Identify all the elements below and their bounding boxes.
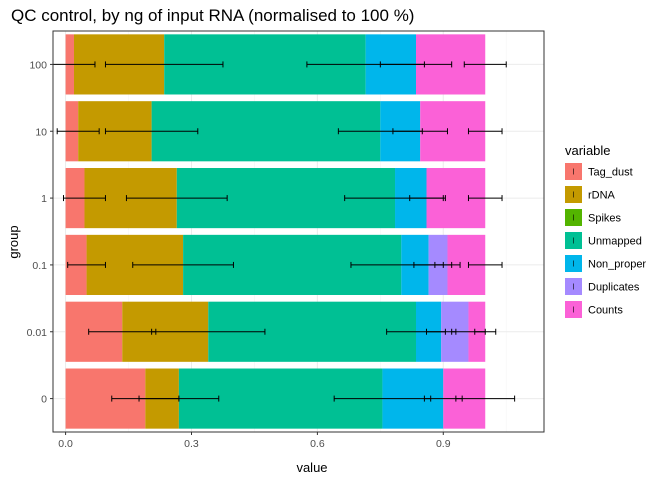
errorbar-counts-0.1 [467,261,503,268]
plot-border [52,30,545,433]
errorbar-rdna-0.1 [132,261,234,268]
errorbar-counts-10 [467,128,503,135]
y-axis-ticks: 100 10 1 0.1 0.01 0 [27,59,53,406]
legend-label: Tag_dust [588,167,633,179]
y-axis-title: group [6,225,21,258]
x-axis-ticks: 0.0 0.3 0.6 0.9 [58,432,451,450]
y-tick-label-0.01: 0.01 [27,327,48,339]
legend: variable Tag_dust rDNA Spikes Unmapped Non_p… [565,143,646,318]
x-axis-title: value [296,460,327,475]
legend-item-spikes: Spikes [565,209,622,226]
legend-label: Duplicates [588,282,640,294]
y-tick-label-100: 100 [29,59,47,71]
errorbar-non-proper-10 [392,128,448,135]
errorbar-rdna-100 [104,61,224,68]
errorbar-non-proper-1 [409,195,444,202]
errorbar-rdna-0.01 [151,328,266,335]
legend-item-unmapped: Unmapped [565,232,642,249]
plot-panel [53,31,544,432]
x-tick-label-0.0: 0.0 [58,438,73,450]
x-tick-label-0.3: 0.3 [184,438,199,450]
x-tick-label-0.9: 0.9 [436,438,451,450]
y-tick-label-10: 10 [35,126,47,138]
errorbar-rdna-10 [104,128,199,135]
legend-label: Counts [588,305,623,317]
legend-item-non-proper: Non_proper [565,255,646,272]
errorbar-rdna-0 [138,395,220,402]
x-tick-label-0.6: 0.6 [310,438,325,450]
y-tick-label-0: 0 [41,394,47,406]
y-tick-label-1: 1 [41,193,47,205]
errorbar-rdna-1 [125,195,228,202]
errorbar-tag-dust-10 [56,128,100,135]
chart-title: QC control, by ng of input RNA (normalis… [11,6,414,25]
errorbar-counts-100 [463,61,507,68]
errorbar-tag-dust-1 [62,195,106,202]
legend-label: Non_proper [588,259,646,271]
legend-item-tag-dust: Tag_dust [565,163,633,180]
legend-label: Unmapped [588,236,642,248]
y-tick-label-0.1: 0.1 [32,260,47,272]
legend-item-duplicates: Duplicates [565,278,640,295]
errorbar-counts-1 [467,195,503,202]
errorbar-tag-dust-0.1 [67,261,106,268]
legend-item-counts: Counts [565,301,623,318]
errorbar-non-proper-100 [379,61,453,68]
legend-label: Spikes [588,213,622,225]
errorbar-counts-0.01 [474,328,497,335]
legend-label: rDNA [588,190,616,202]
errorbar-counts-0 [455,395,516,402]
legend-item-rdna: rDNA [565,186,616,203]
error-bars [52,61,516,402]
errorbar-duplicates-0.1 [434,261,461,268]
legend-title: variable [565,143,611,158]
